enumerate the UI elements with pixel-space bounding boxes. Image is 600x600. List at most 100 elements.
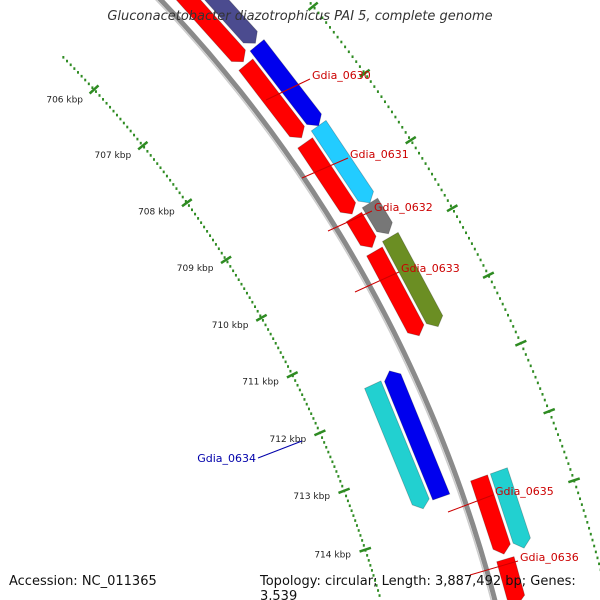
inner-tick-dot xyxy=(98,94,101,97)
major-tick xyxy=(313,429,326,437)
inner-tick-dot xyxy=(378,594,381,597)
inner-tick-dot xyxy=(369,564,372,567)
inner-tick-dot xyxy=(223,256,226,259)
major-tick xyxy=(307,1,319,12)
inner-tick-dot xyxy=(314,421,317,425)
outer-tick-dot xyxy=(589,532,592,536)
inner-tick-dot xyxy=(269,332,272,336)
genome-backbone-inner xyxy=(155,0,493,600)
inner-tick-dot xyxy=(136,137,139,141)
outer-tick-dot xyxy=(467,236,470,240)
major-tick xyxy=(220,255,232,265)
gene-label-leader xyxy=(301,157,349,179)
outer-tick-dot xyxy=(387,105,390,109)
outer-tick-dot xyxy=(340,40,343,44)
gene-label: Gdia_0632 xyxy=(374,201,433,214)
outer-tick-dot xyxy=(571,474,574,477)
inner-tick-dot xyxy=(348,504,351,508)
outer-tick-dot xyxy=(504,308,507,311)
inner-tick-dot xyxy=(256,309,259,313)
gene-label: Gdia_0635 xyxy=(495,485,554,498)
outer-tick-dot xyxy=(582,509,585,512)
major-tick xyxy=(482,271,495,280)
outer-tick-dot xyxy=(509,319,512,323)
inner-tick-dot xyxy=(367,559,370,562)
outer-tick-dot xyxy=(507,313,510,317)
outer-tick-dot xyxy=(390,110,393,114)
outer-tick-dot xyxy=(524,353,527,356)
inner-tick-dot xyxy=(305,402,308,406)
inner-tick-dot xyxy=(203,225,206,229)
inner-tick-dot xyxy=(243,287,246,290)
gene-arrow-cyan xyxy=(364,380,430,510)
gene-arrow-gray xyxy=(361,197,393,235)
outer-tick-dot xyxy=(593,544,596,548)
outer-tick-dot xyxy=(488,275,491,278)
inner-tick-dot xyxy=(335,470,338,473)
inner-tick-dot xyxy=(126,125,129,129)
inner-tick-dot xyxy=(301,393,304,397)
inner-tick-dot xyxy=(316,426,319,430)
inner-tick-dot xyxy=(284,360,287,364)
outer-tick-dot xyxy=(550,415,553,419)
major-tick xyxy=(88,84,100,95)
inner-tick-dot xyxy=(352,514,355,517)
outer-tick-dot xyxy=(496,291,499,295)
outer-tick-dot xyxy=(569,468,572,471)
outer-tick-dot xyxy=(411,141,414,145)
gene-label: Gdia_0630 xyxy=(312,69,371,82)
inner-tick-dot xyxy=(323,441,326,444)
outer-tick-dot xyxy=(534,375,537,379)
outer-tick-dot xyxy=(536,381,539,385)
outer-tick-dot xyxy=(328,26,331,29)
major-tick xyxy=(359,68,371,78)
outer-tick-dot xyxy=(351,55,354,59)
major-tick xyxy=(255,313,268,322)
gene-label-leader xyxy=(469,560,519,576)
outer-tick-dot xyxy=(421,157,424,160)
inner-tick-dot xyxy=(109,105,112,109)
inner-tick-dot xyxy=(287,365,290,368)
outer-tick-dot xyxy=(459,220,462,224)
inner-tick-dot xyxy=(197,217,200,220)
major-tick xyxy=(446,204,459,213)
inner-tick-dot xyxy=(374,579,377,582)
inner-tick-dot xyxy=(73,67,76,70)
outer-tick-dot xyxy=(539,387,542,390)
gene-arrow-red xyxy=(175,0,246,63)
outer-tick-dot xyxy=(449,204,452,208)
outer-tick-dot xyxy=(575,485,578,489)
inner-tick-dot xyxy=(146,149,149,153)
outer-tick-dot xyxy=(336,35,339,39)
inner-tick-dot xyxy=(175,187,178,190)
outer-tick-dot xyxy=(325,21,328,24)
gene-arrow-blue xyxy=(249,39,322,127)
gene-label: Gdia_0633 xyxy=(401,262,460,275)
inner-tick-dot xyxy=(143,145,146,149)
inner-tick-dot xyxy=(226,260,229,264)
inner-tick-dot xyxy=(303,398,306,401)
outer-tick-dot xyxy=(501,302,504,306)
inner-tick-dot xyxy=(187,204,190,207)
kbp-label: 706 kbp xyxy=(46,96,83,106)
outer-tick-dot xyxy=(490,280,493,284)
inner-tick-dot xyxy=(264,323,267,327)
inner-tick-dot xyxy=(122,121,125,125)
inner-tick-dot xyxy=(245,291,248,295)
outer-tick-dot xyxy=(591,538,594,542)
kbp-label: 709 kbp xyxy=(177,264,214,274)
gene-arrow-red xyxy=(366,246,425,337)
major-tick xyxy=(359,546,372,553)
inner-tick-dot xyxy=(370,569,373,572)
outer-tick-dot xyxy=(529,364,532,368)
backbone-band xyxy=(142,0,500,600)
inner-tick-dot xyxy=(341,484,344,488)
inner-tick-dot xyxy=(267,328,270,331)
outer-tick-dot xyxy=(355,60,358,63)
inner-tick-dot xyxy=(119,117,122,121)
inner-tick-dot xyxy=(329,455,332,459)
inner-tick-dot xyxy=(357,529,360,532)
outer-tick-dot xyxy=(541,393,544,396)
inner-tick-dot xyxy=(361,539,364,542)
